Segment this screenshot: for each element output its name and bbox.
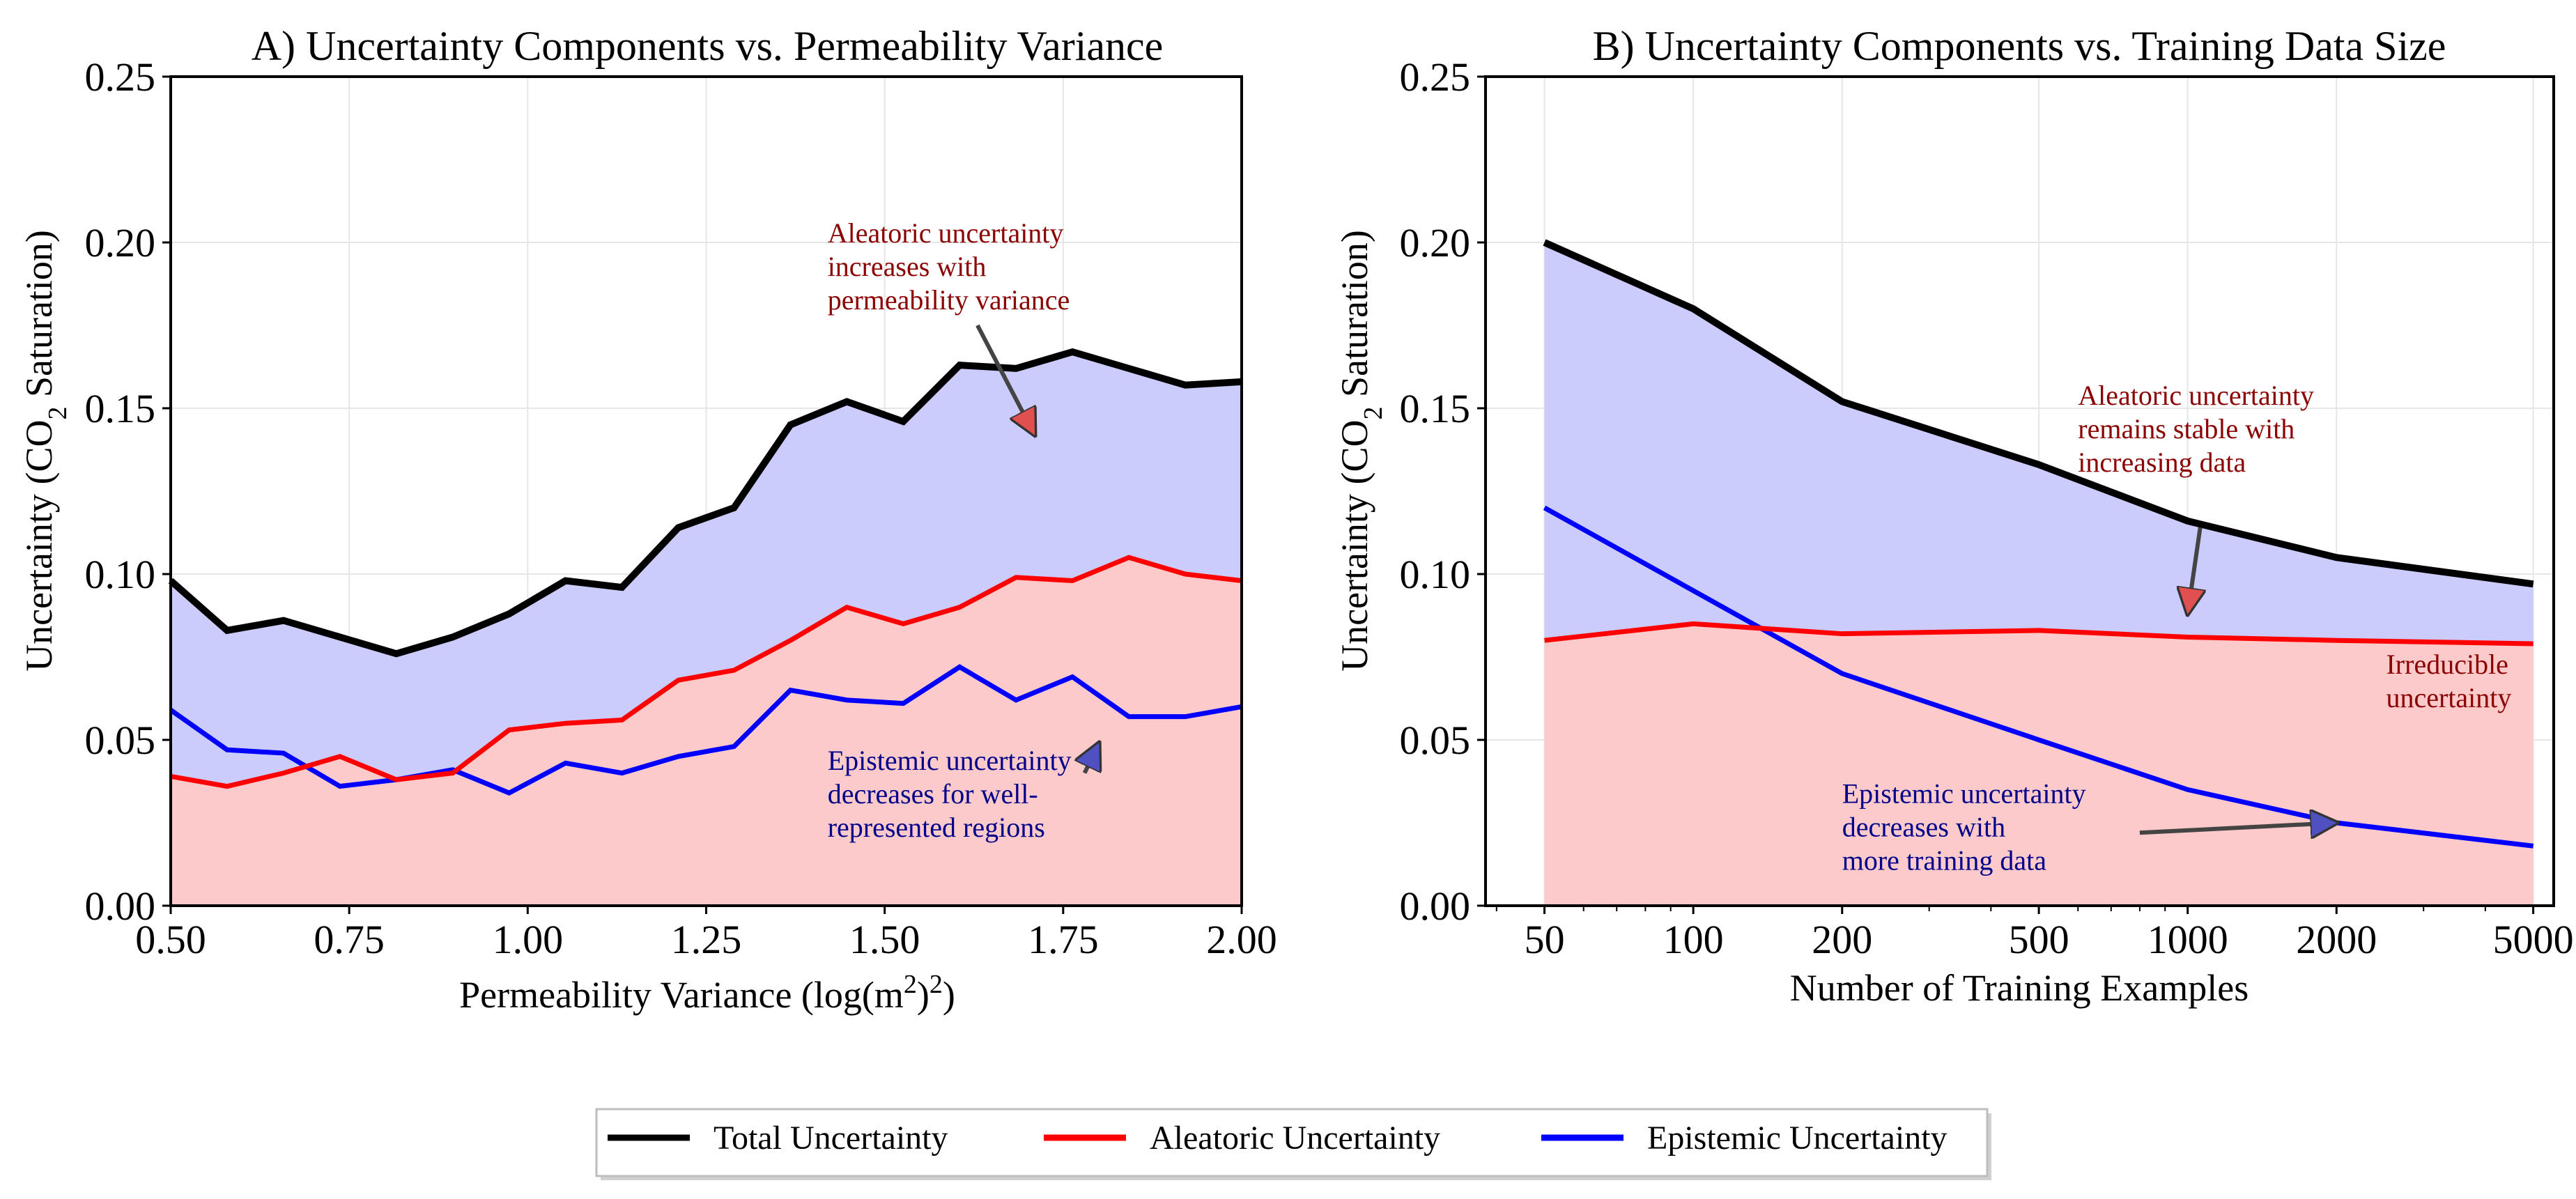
panel-a-plot: 0.00 0.05 0.10 0.15 0.20 0.25 0.50 0.75 1.00 1.25… — [85, 54, 1277, 962]
annotation-arrow — [975, 324, 1035, 435]
panel-a-title: A) Uncertainty Components vs. Permeabili… — [252, 23, 1164, 69]
x-tick-label: 1.25 — [671, 917, 742, 962]
series-line-aleatoric — [1544, 621, 2533, 647]
aleatoric-fill-area — [171, 557, 1242, 906]
axes-frame — [1484, 75, 2555, 907]
x-tick-label: 2000 — [2296, 917, 2377, 962]
panel-b-title: B) Uncertainty Components vs. Training D… — [1593, 23, 2446, 69]
y-tick-label: 0.15 — [85, 386, 156, 431]
annotation-text: Irreducible uncertainty — [2386, 649, 2511, 713]
y-tick-label: 0.15 — [1400, 386, 1471, 431]
series-line-aleatoric — [170, 555, 1242, 789]
x-tick-label: 2.00 — [1206, 917, 1277, 962]
legend-box — [595, 1108, 1989, 1177]
legend-label-epistemic: Epistemic Uncertainty — [1647, 1120, 1948, 1157]
panel-a: A) Uncertainty Components vs. Permeabili… — [18, 23, 1277, 1016]
y-tick-label: 0.05 — [1400, 718, 1471, 763]
legend: Total Uncertainty Aleatoric Uncertainty … — [595, 1108, 1991, 1180]
series-line-total — [1543, 239, 2534, 588]
x-tick-label: 0.75 — [314, 917, 385, 962]
x-tick-label: 1.00 — [493, 917, 564, 962]
x-tick-label: 1.75 — [1028, 917, 1099, 962]
y-tick-label: 0.00 — [1400, 883, 1471, 929]
legend-label-total: Total Uncertainty — [714, 1120, 948, 1157]
y-tick-label: 0.20 — [85, 220, 156, 265]
annotation-arrow — [2139, 823, 2336, 833]
panel-a-ylabel: Uncertainty (CO2 Saturation) — [18, 230, 72, 672]
y-tick-label: 0.00 — [85, 883, 156, 929]
annotation-text: Epistemic uncertainty decreases for well-… — [828, 745, 1072, 843]
y-tick-label: 0.25 — [1400, 54, 1471, 100]
epistemic-fill-area — [171, 352, 1242, 787]
annotation-arrow — [1085, 743, 1099, 774]
panel-b-plot: 0.00 0.05 0.10 0.15 0.20 0.25 50 100 200 500 1000 2… — [1400, 54, 2574, 962]
annotation-text: Aleatoric uncertainty increases with perme… — [828, 217, 1070, 316]
series-line-total — [168, 348, 1242, 658]
y-tick-label: 0.20 — [1400, 220, 1471, 265]
annotation-arrow — [2188, 527, 2200, 614]
annotation-text: Aleatoric uncertainty remains stable with… — [2078, 380, 2314, 478]
x-tick-label: 0.50 — [135, 917, 206, 962]
y-tick-label: 0.10 — [1400, 552, 1471, 597]
panel-b: B) Uncertainty Components vs. Training D… — [1334, 23, 2574, 1009]
panel-b-ylabel: Uncertainty (CO2 Saturation) — [1334, 230, 1388, 672]
x-tick-label: 1000 — [2147, 917, 2228, 962]
epistemic-fill-area — [1544, 242, 2533, 644]
x-tick-label: 200 — [1812, 917, 1872, 962]
x-tick-label: 50 — [1525, 917, 1565, 962]
x-tick-label: 1.50 — [849, 917, 920, 962]
panel-a-xlabel: Permeability Variance (log(m2)2) — [459, 970, 955, 1016]
x-tick-label: 500 — [2009, 917, 2069, 962]
y-tick-label: 0.05 — [85, 718, 156, 763]
aleatoric-fill-area — [1544, 624, 2533, 906]
y-tick-label: 0.25 — [85, 54, 156, 100]
panel-b-xlabel: Number of Training Examples — [1790, 967, 2249, 1009]
series-line-epistemic — [169, 664, 1242, 796]
legend-label-aleatoric: Aleatoric Uncertainty — [1150, 1120, 1440, 1157]
x-tick-label: 100 — [1663, 917, 1724, 962]
x-tick-label: 5000 — [2493, 917, 2574, 962]
annotation-text: Epistemic uncertainty decreases with more … — [1842, 778, 2086, 876]
y-tick-label: 0.10 — [85, 552, 156, 597]
